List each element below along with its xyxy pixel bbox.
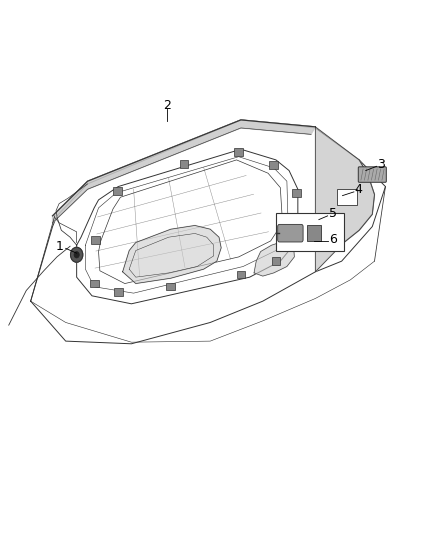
Bar xyxy=(272,257,280,265)
Polygon shape xyxy=(123,225,221,284)
Text: 2: 2 xyxy=(163,99,171,112)
Bar xyxy=(269,161,278,169)
Bar xyxy=(180,160,188,168)
Bar xyxy=(166,283,175,290)
Bar xyxy=(276,213,344,251)
Bar xyxy=(113,187,122,195)
Bar xyxy=(307,225,321,241)
Polygon shape xyxy=(315,127,374,272)
Bar xyxy=(90,280,99,287)
Bar xyxy=(114,288,123,296)
Bar xyxy=(91,236,100,244)
Text: 5: 5 xyxy=(329,207,337,220)
Bar xyxy=(237,271,245,278)
Text: 6: 6 xyxy=(329,233,337,246)
Text: 3: 3 xyxy=(377,158,385,171)
Bar xyxy=(337,189,357,205)
Polygon shape xyxy=(254,241,294,276)
FancyBboxPatch shape xyxy=(358,167,386,182)
Bar xyxy=(292,189,301,197)
Text: 4: 4 xyxy=(354,183,362,196)
Polygon shape xyxy=(53,120,315,223)
Bar xyxy=(234,148,243,156)
Bar xyxy=(293,232,302,239)
Circle shape xyxy=(71,247,83,262)
FancyBboxPatch shape xyxy=(278,224,303,242)
Circle shape xyxy=(74,252,79,258)
Text: 1: 1 xyxy=(55,240,63,253)
